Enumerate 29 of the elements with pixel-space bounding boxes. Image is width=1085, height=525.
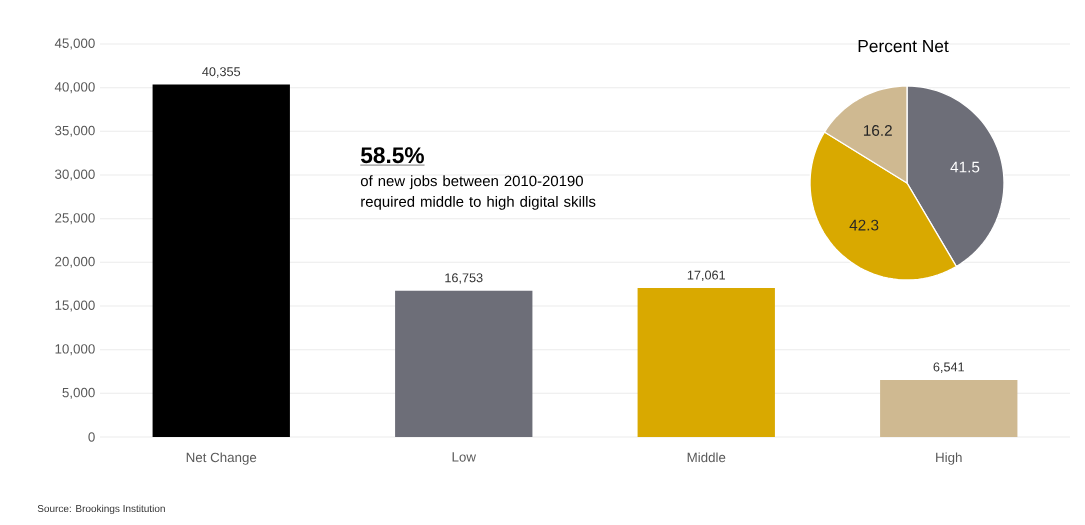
data-label: 16,753	[445, 273, 483, 284]
y-tick-label: 40,000	[54, 82, 95, 94]
x-tick-label: Net Change	[186, 452, 257, 465]
data-label: 41.5	[950, 161, 980, 173]
y-tick-label: 45,000	[54, 38, 95, 50]
annotation: 58.5%	[360, 147, 424, 164]
chart-title: Percent Net	[858, 40, 949, 53]
y-tick-label: 25,000	[55, 213, 95, 225]
y-tick-label: 15,000	[55, 300, 95, 312]
bar	[880, 379, 1018, 437]
bar	[152, 84, 290, 437]
bar	[395, 290, 533, 437]
y-tick-label: 35,000	[55, 125, 95, 137]
x-tick-label: High	[936, 452, 962, 465]
y-tick-label: 20,000	[55, 256, 95, 268]
data-label: 42.3	[849, 219, 879, 231]
y-tick-label: 5,000	[62, 387, 95, 399]
y-tick-label: 30,000	[55, 169, 95, 181]
x-tick-label: Middle	[687, 452, 726, 463]
x-tick-label: Low	[452, 452, 477, 462]
y-tick-label: 10,000	[55, 344, 95, 356]
bar	[637, 288, 775, 437]
y-tick-label: 0	[88, 432, 95, 442]
source-note: Source: Brookings Institution	[37, 504, 165, 515]
data-label: 6,541	[933, 362, 964, 373]
annotation: of new jobs between 2010-20190 required middle to high digital skills	[360, 175, 596, 210]
data-label: 17,061	[687, 270, 725, 282]
data-label: 40,355	[202, 67, 241, 78]
data-label: 16.2	[863, 125, 892, 136]
